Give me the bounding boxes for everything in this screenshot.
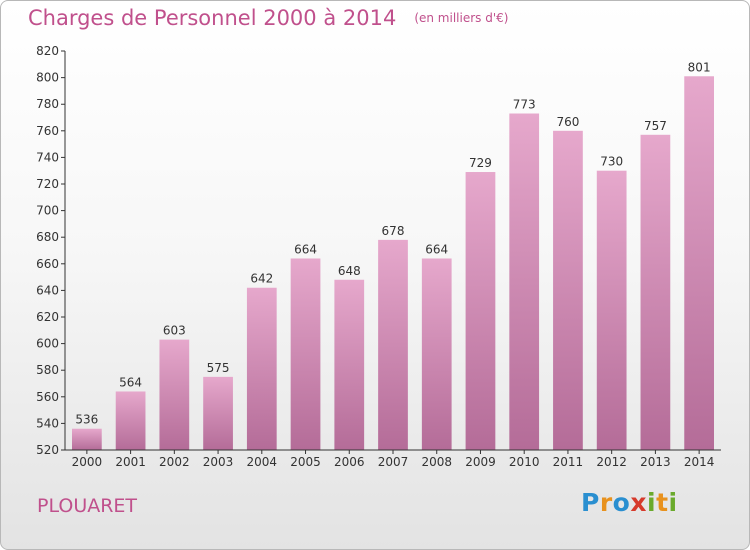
logo-letter: i: [668, 488, 678, 517]
x-axis-tick-labels: 2000 2001 2002 2003 2004 2005 2006 2007 2008 2009…: [72, 455, 715, 469]
y-axis-tick-labels: 520 540 560 580 600 620 640 660 680 700 720 740 760 7…: [36, 44, 59, 457]
x-tick-label: 2004: [247, 455, 278, 469]
y-tick-label: 580: [36, 363, 59, 377]
data-label: 664: [425, 242, 448, 256]
bar-2002: [159, 339, 190, 450]
bar-2011: [553, 130, 583, 451]
bar-2010: [509, 113, 540, 450]
bar-2013: [640, 134, 671, 451]
commune-name: PLOUARET: [37, 495, 138, 517]
data-label: 575: [207, 361, 230, 375]
x-tick-label: 2010: [509, 455, 540, 469]
bar-2003: [203, 376, 233, 450]
x-tick-label: 2011: [553, 455, 584, 469]
x-tick-label: 2006: [334, 455, 365, 469]
y-tick-label: 720: [36, 177, 59, 191]
bar-2014: [684, 76, 715, 451]
bar-2004: [246, 287, 277, 450]
y-tick-label: 700: [36, 204, 59, 218]
data-label: 773: [513, 98, 536, 112]
x-tick-label: 2003: [203, 455, 234, 469]
x-tick-label: 2008: [421, 455, 452, 469]
y-tick-label: 820: [36, 44, 59, 58]
bar-2012: [596, 170, 627, 450]
data-label: 730: [600, 155, 623, 169]
bar-2007: [378, 239, 408, 450]
y-tick-label: 800: [36, 71, 59, 85]
bar-2009: [465, 172, 496, 450]
bar-2008: [421, 258, 452, 450]
bar-2001: [115, 391, 146, 450]
data-label: 603: [163, 324, 186, 338]
y-tick-label: 520: [36, 443, 59, 457]
y-tick-label: 600: [36, 337, 59, 351]
logo-letter: r: [599, 488, 613, 517]
data-label: 729: [469, 156, 492, 170]
data-label: 801: [688, 60, 711, 74]
x-tick-label: 2013: [640, 455, 671, 469]
x-tick-label: 2009: [465, 455, 496, 469]
y-tick-label: 620: [36, 310, 59, 324]
data-label: 760: [556, 115, 579, 129]
y-tick-label: 540: [36, 416, 59, 430]
data-label: 536: [75, 413, 98, 427]
title-text: Charges de Personnel 2000 à 2014: [28, 6, 397, 30]
data-label: 648: [338, 264, 361, 278]
bar-2005: [290, 258, 321, 450]
x-tick-label: 2000: [72, 455, 103, 469]
y-axis-ticks: [61, 50, 700, 454]
bars-group: [71, 76, 715, 451]
data-label: 678: [382, 224, 405, 238]
x-tick-label: 2002: [159, 455, 190, 469]
y-tick-label: 560: [36, 390, 59, 404]
y-tick-label: 780: [36, 97, 59, 111]
x-tick-label: 2014: [684, 455, 715, 469]
x-tick-label: 2012: [596, 455, 627, 469]
data-label: 642: [250, 272, 273, 286]
data-labels: 536 564 603 575 642 664 648 678 664 729 773 760 730 7…: [75, 60, 710, 426]
x-tick-label: 2001: [115, 455, 146, 469]
y-tick-label: 680: [36, 230, 59, 244]
bar-2000: [71, 428, 102, 450]
bar-2006: [334, 279, 365, 450]
unit-text: (en milliers d'€): [414, 11, 509, 25]
logo-letter: t: [656, 488, 669, 517]
y-tick-label: 740: [36, 150, 59, 164]
logo-letter: x: [630, 488, 647, 517]
data-label: 564: [119, 375, 142, 389]
x-tick-label: 2007: [378, 455, 409, 469]
data-label: 757: [644, 119, 667, 133]
logo-letter: i: [647, 488, 657, 517]
logo-letter: P: [581, 488, 600, 517]
x-tick-label: 2005: [290, 455, 321, 469]
y-tick-label: 760: [36, 124, 59, 138]
proxiti-logo: Proxiti: [581, 488, 678, 517]
data-label: 664: [294, 242, 317, 256]
y-tick-label: 660: [36, 257, 59, 271]
y-tick-label: 640: [36, 283, 59, 297]
logo-letter: o: [612, 488, 631, 517]
chart-title: Charges de Personnel 2000 à 2014 (en mill…: [28, 6, 508, 30]
